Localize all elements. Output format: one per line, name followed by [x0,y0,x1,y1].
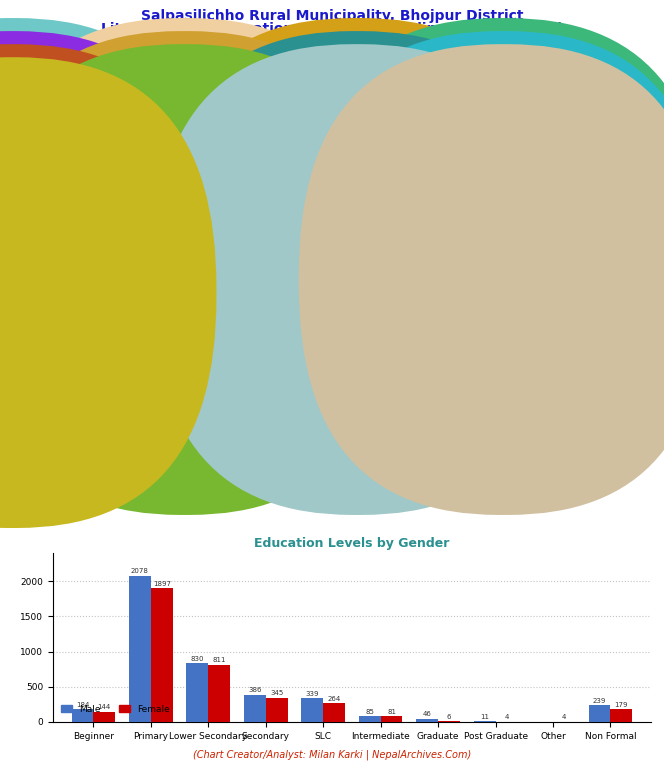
Text: Read Only (371): Read Only (371) [193,249,262,258]
Text: 7.59%: 7.59% [576,193,606,204]
Text: 264: 264 [327,696,341,702]
Text: Salpasilichho Rural Municipality, Bhojpur District: Salpasilichho Rural Municipality, Bhojpu… [141,9,523,23]
Bar [589,705,610,722]
Wedge shape [451,69,528,223]
Text: 81: 81 [387,709,396,715]
Wedge shape [144,69,159,110]
Wedge shape [378,91,425,134]
Bar [504,326,612,359]
Text: 239: 239 [593,697,606,703]
Text: SLC (603): SLC (603) [512,262,553,271]
Text: 144: 144 [98,704,111,710]
Bar [398,385,432,417]
Bar [380,717,402,722]
Bar [221,317,323,339]
Text: Others (6): Others (6) [512,275,555,284]
Wedge shape [94,69,236,223]
Title: Going/Not Going to School (5-25 years): Going/Not Going to School (5-25 years) [409,283,640,293]
Text: 345: 345 [270,690,284,697]
Text: 4.13%: 4.13% [576,104,606,114]
Text: Post Graduate (21): Post Graduate (21) [366,275,446,284]
Bar [106,317,221,339]
Wedge shape [374,122,416,167]
Bar [72,709,94,722]
Wedge shape [407,82,430,116]
Text: 2078: 2078 [131,568,149,574]
Bar [151,588,173,722]
Bar [266,697,288,722]
Text: Literacy
Ratios: Literacy Ratios [133,128,186,156]
Bar [432,385,479,417]
Title: Education Levels by Gender: Education Levels by Gender [254,538,450,551]
Text: 0.65%: 0.65% [576,162,606,173]
Bar [359,716,380,722]
Bar [112,358,117,380]
Text: 830: 830 [191,656,204,662]
Text: 6: 6 [447,714,452,720]
Bar [208,665,230,722]
Bar [398,326,504,359]
Text: Literacy Rate, Education Levels & Schooling (2011 Census): Literacy Rate, Education Levels & School… [101,22,563,35]
Text: 9.21%: 9.21% [412,237,445,247]
Text: 4: 4 [562,714,566,720]
Text: Education
Levels: Education Levels [418,128,484,156]
Text: Read & Write (7,707): Read & Write (7,707) [21,249,109,258]
Text: 1897: 1897 [153,581,171,587]
Bar [301,698,323,722]
Text: 0.08%: 0.08% [576,134,606,145]
Text: 3.19%: 3.19% [104,231,139,242]
Title: Literacy Ratio by gender: Literacy Ratio by gender [149,283,303,293]
Bar [416,719,438,722]
Wedge shape [397,85,429,120]
Text: Copyright © 2020 NepalArchives.Com | Data Source: CBS, Nepal: Copyright © 2020 NepalArchives.Com | Dat… [173,34,491,45]
Bar [106,358,112,380]
Text: 20.66%: 20.66% [328,160,367,170]
Bar [244,695,266,722]
Text: 30.60%: 30.60% [222,179,265,190]
Legend: Male, Female: Male, Female [168,439,284,455]
Text: 50.06%: 50.06% [424,47,463,58]
Bar [473,721,495,722]
Text: Beginner (328): Beginner (328) [512,249,576,258]
Text: 0.26%: 0.26% [576,148,606,159]
Text: 339: 339 [305,690,319,697]
Text: 4: 4 [504,714,509,720]
Text: Primary (3,975): Primary (3,975) [21,262,86,271]
Text: 46: 46 [423,711,432,717]
Text: Non Formal (418): Non Formal (418) [21,288,94,297]
Text: 2.09%: 2.09% [576,177,606,188]
Bar [142,399,207,421]
Text: 811: 811 [212,657,226,664]
Wedge shape [404,83,430,117]
Text: 5.26%: 5.26% [576,119,606,130]
Text: 184: 184 [76,701,89,707]
Bar [129,576,151,722]
Wedge shape [408,73,440,115]
Text: (Chart Creator/Analyst: Milan Karki | NepalArchives.Com): (Chart Creator/Analyst: Milan Karki | Ne… [193,750,471,760]
Bar [323,703,345,722]
Bar [94,712,115,722]
Text: 11: 11 [480,713,489,720]
Text: 66.22%: 66.22% [92,52,135,63]
Bar [187,664,208,722]
Text: 179: 179 [615,702,628,708]
Text: Intermediate (166): Intermediate (166) [21,275,100,284]
Wedge shape [82,71,152,186]
Bar [610,710,632,722]
Text: 85: 85 [365,709,374,714]
Text: No Literacy (3,561): No Literacy (3,561) [366,249,447,258]
Text: Secondary (731): Secondary (731) [366,262,436,271]
Wedge shape [426,69,452,111]
Legend: Male, Female: Male, Female [467,439,582,455]
Text: Lower Secondary (1,641): Lower Secondary (1,641) [193,262,299,271]
Text: Graduate (52): Graduate (52) [193,275,252,284]
Legend: Male, Female: Male, Female [58,701,173,717]
Wedge shape [377,156,451,223]
Wedge shape [408,82,431,115]
Text: 386: 386 [248,687,262,694]
Bar [106,399,142,421]
